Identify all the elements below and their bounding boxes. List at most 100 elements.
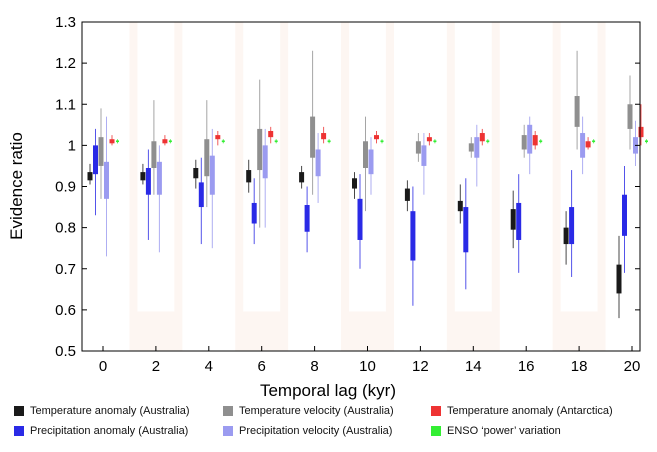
box-temperature-anomaly-antarctica-2 xyxy=(162,139,168,144)
box-temperature-velocity-australia-16 xyxy=(521,135,527,150)
legend-label: Temperature velocity (Australia) xyxy=(239,405,394,417)
box-temperature-anomaly-australia-0 xyxy=(87,172,93,181)
x-tick-label: 8 xyxy=(310,358,318,375)
box-temperature-anomaly-australia-14 xyxy=(457,200,463,212)
box-temperature-anomaly-antarctica-14 xyxy=(479,133,485,142)
y-tick-label: 0.7 xyxy=(55,261,76,278)
y-tick-label: 1.1 xyxy=(55,96,76,113)
box-temperature-anomaly-australia-2 xyxy=(140,172,146,181)
box-precipitation-velocity-australia-4 xyxy=(209,155,215,195)
y-tick-label: 0.8 xyxy=(55,220,76,237)
box-precipitation-anomaly-australia-10 xyxy=(357,198,363,240)
box-temperature-velocity-australia-6 xyxy=(257,128,263,171)
legend-swatch xyxy=(223,406,233,416)
box-enso-power-variation-10 xyxy=(380,140,384,143)
box-temperature-anomaly-australia-20 xyxy=(616,264,622,294)
y-axis-label: Evidence ratio xyxy=(7,132,26,240)
x-tick-label: 12 xyxy=(412,358,429,375)
y-tick-label: 0.5 xyxy=(55,343,76,360)
legend-label: Temperature anomaly (Australia) xyxy=(30,405,190,417)
box-temperature-anomaly-australia-12 xyxy=(404,188,410,201)
box-precipitation-anomaly-australia-8 xyxy=(304,205,310,232)
box-temperature-velocity-australia-8 xyxy=(310,116,316,158)
x-tick-label: 0 xyxy=(99,358,107,375)
box-temperature-anomaly-antarctica-16 xyxy=(532,135,538,146)
legend: Temperature anomaly (Australia) Precipita… xyxy=(14,405,654,449)
box-precipitation-anomaly-australia-18 xyxy=(569,207,575,245)
box-precipitation-velocity-australia-18 xyxy=(580,133,586,158)
box-precipitation-anomaly-australia-14 xyxy=(463,207,469,253)
x-tick-label: 18 xyxy=(571,358,588,375)
box-enso-power-variation-14 xyxy=(486,140,490,143)
legend-item: Precipitation anomaly (Australia) xyxy=(14,425,188,437)
box-enso-power-variation-4 xyxy=(221,140,225,143)
x-tick-label: 4 xyxy=(205,358,213,375)
legend-label: Precipitation velocity (Australia) xyxy=(239,425,393,437)
box-temperature-anomaly-antarctica-10 xyxy=(374,135,379,140)
legend-label: Temperature anomaly (Antarctica) xyxy=(447,405,613,417)
legend-item: ENSO ‘power’ variation xyxy=(431,425,561,437)
legend-swatch xyxy=(223,426,233,436)
legend-swatch xyxy=(431,406,441,416)
x-tick-label: 14 xyxy=(465,358,482,375)
box-enso-power-variation-18 xyxy=(592,140,596,143)
box-precipitation-velocity-australia-0 xyxy=(104,161,109,199)
box-enso-power-variation-6 xyxy=(274,140,278,143)
box-precipitation-anomaly-australia-0 xyxy=(93,145,98,175)
x-tick-label: 16 xyxy=(518,358,535,375)
legend-item: Temperature velocity (Australia) xyxy=(223,405,394,417)
x-tick-label: 20 xyxy=(624,358,641,375)
box-precipitation-velocity-australia-16 xyxy=(527,124,533,154)
box-precipitation-anomaly-australia-4 xyxy=(198,182,204,208)
legend-label: ENSO ‘power’ variation xyxy=(447,425,561,437)
chart-svg: 0.5 0.6 0.7 0.8 0.9 1 1.1 1.2 1.3 0 2 4 6 8 10 12 14 16 18… xyxy=(7,14,648,400)
legend-item: Temperature anomaly (Australia) xyxy=(14,405,190,417)
x-axis-label: Temporal lag (kyr) xyxy=(260,381,396,400)
y-tick-label: 1.3 xyxy=(55,14,76,31)
y-tick-label: 0.9 xyxy=(55,179,76,196)
box-temperature-anomaly-antarctica-8 xyxy=(321,133,327,140)
x-tick-label: 6 xyxy=(258,358,266,375)
box-precipitation-velocity-australia-12 xyxy=(421,145,427,166)
box-temperature-velocity-australia-2 xyxy=(151,141,157,168)
box-enso-power-variation-12 xyxy=(433,140,437,143)
band-inner-18 xyxy=(560,22,598,312)
box-temperature-anomaly-australia-18 xyxy=(563,227,569,245)
box-precipitation-velocity-australia-6 xyxy=(262,145,268,179)
legend-swatch xyxy=(431,426,441,436)
box-enso-power-variation-16 xyxy=(539,140,543,143)
box-temperature-anomaly-antarctica-0 xyxy=(109,139,115,144)
box-precipitation-anomaly-australia-12 xyxy=(410,211,416,261)
box-temperature-anomaly-antarctica-18 xyxy=(585,141,591,148)
legend-item: Temperature anomaly (Antarctica) xyxy=(431,405,613,417)
box-precipitation-velocity-australia-2 xyxy=(156,161,162,195)
band-inner-14 xyxy=(454,22,492,312)
box-enso-power-variation-2 xyxy=(168,140,172,143)
box-temperature-velocity-australia-10 xyxy=(363,141,368,168)
box-temperature-velocity-australia-20 xyxy=(627,104,633,129)
box-precipitation-velocity-australia-8 xyxy=(315,149,321,177)
box-temperature-velocity-australia-18 xyxy=(574,96,580,127)
box-temperature-velocity-australia-0 xyxy=(98,137,104,166)
box-temperature-velocity-australia-14 xyxy=(468,143,474,152)
x-tick-label: 10 xyxy=(359,358,376,375)
box-temperature-anomaly-antarctica-20 xyxy=(638,126,644,138)
box-temperature-anomaly-australia-8 xyxy=(299,172,305,183)
y-tick-label: 0.6 xyxy=(55,302,76,319)
box-enso-power-variation-20 xyxy=(645,140,648,143)
box-temperature-velocity-australia-12 xyxy=(415,141,421,154)
box-precipitation-anomaly-australia-20 xyxy=(622,194,627,236)
box-temperature-anomaly-australia-16 xyxy=(510,209,516,230)
box-temperature-anomaly-australia-6 xyxy=(246,170,252,183)
box-precipitation-velocity-australia-10 xyxy=(368,149,374,175)
box-temperature-velocity-australia-4 xyxy=(204,139,210,177)
box-temperature-anomaly-antarctica-12 xyxy=(426,137,432,142)
box-enso-power-variation-8 xyxy=(327,140,331,143)
box-temperature-anomaly-australia-10 xyxy=(352,178,357,189)
box-precipitation-anomaly-australia-6 xyxy=(251,202,257,224)
x-tick-label: 2 xyxy=(152,358,160,375)
legend-swatch xyxy=(14,406,24,416)
legend-item: Precipitation velocity (Australia) xyxy=(223,425,392,437)
box-enso-power-variation-0 xyxy=(116,140,119,143)
y-tick-label: 1 xyxy=(68,137,76,154)
